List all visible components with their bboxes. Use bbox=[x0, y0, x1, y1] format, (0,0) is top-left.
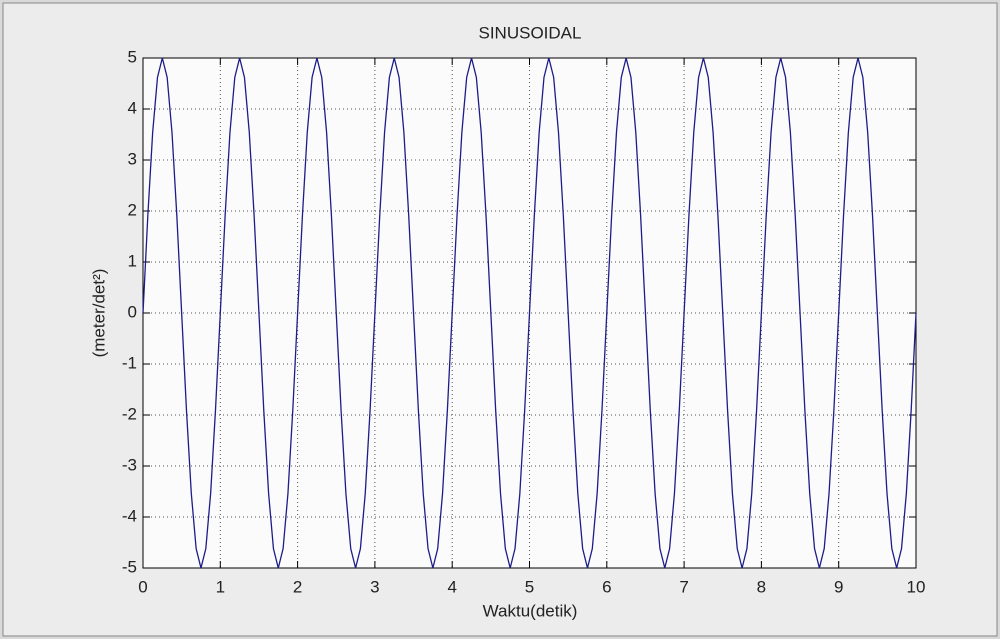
x-tick-label: 2 bbox=[293, 577, 302, 596]
y-tick-label: -5 bbox=[122, 557, 137, 576]
y-tick-label: -3 bbox=[122, 455, 137, 474]
chart-title: SINUSOIDAL bbox=[479, 23, 582, 42]
x-tick-label: 5 bbox=[525, 577, 534, 596]
data-line bbox=[142, 57, 917, 569]
y-tick-label: -1 bbox=[122, 353, 137, 372]
y-tick-label: 1 bbox=[128, 251, 137, 270]
x-tick-label: 0 bbox=[138, 577, 147, 596]
x-tick-label: 1 bbox=[216, 577, 225, 596]
y-axis-label: (meter/det²) bbox=[89, 269, 108, 358]
y-tick-label: 0 bbox=[128, 302, 137, 321]
y-tick-label: 4 bbox=[128, 98, 137, 117]
x-tick-label: 9 bbox=[834, 577, 843, 596]
y-tick-label: 3 bbox=[128, 149, 137, 168]
x-tick-label: 10 bbox=[907, 577, 926, 596]
x-tick-label: 8 bbox=[757, 577, 766, 596]
x-tick-label: 4 bbox=[447, 577, 456, 596]
x-tick-label: 6 bbox=[602, 577, 611, 596]
x-tick-label: 7 bbox=[679, 577, 688, 596]
y-tick-label: 2 bbox=[128, 200, 137, 219]
y-tick-label: -2 bbox=[122, 404, 137, 423]
x-tick-label: 3 bbox=[370, 577, 379, 596]
y-tick-label: 5 bbox=[128, 47, 137, 66]
y-tick-label: -4 bbox=[122, 506, 137, 525]
x-axis-label: Waktu(detik) bbox=[483, 601, 578, 620]
